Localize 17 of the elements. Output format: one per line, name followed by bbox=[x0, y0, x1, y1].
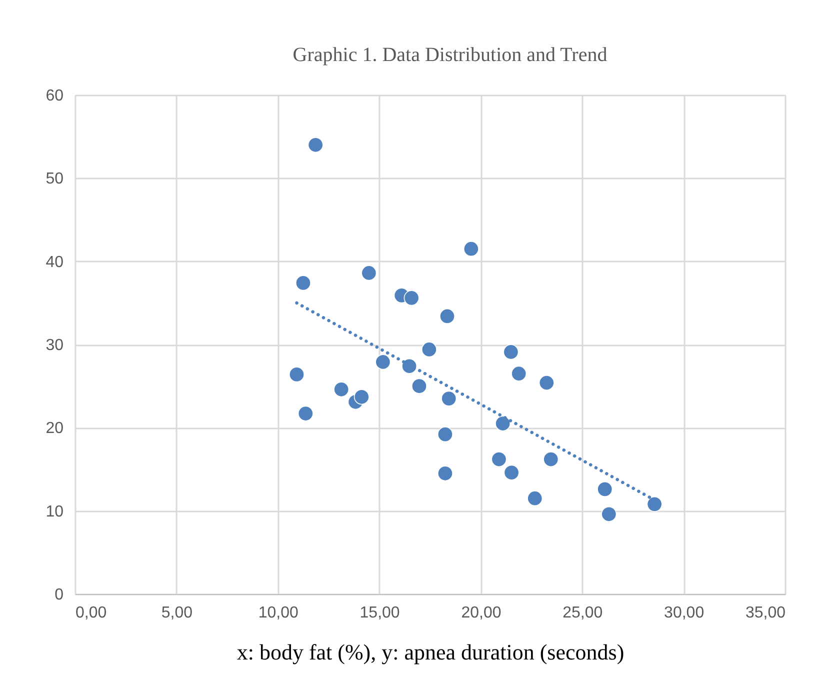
x-tick-label: 35,00 bbox=[745, 604, 786, 622]
y-tick-label: 20 bbox=[46, 420, 64, 438]
y-tick-label: 50 bbox=[46, 170, 64, 188]
y-tick-label: 10 bbox=[46, 503, 64, 520]
y-tick-label: 0 bbox=[54, 586, 64, 604]
x-axis-title: x: body fat (%), y: apnea duration (seconds) bbox=[236, 640, 624, 664]
x-tick-label: 30,00 bbox=[664, 604, 704, 622]
y-tick-label: 30 bbox=[46, 337, 64, 354]
y-tick-label: 40 bbox=[46, 254, 64, 271]
x-tick-label: 20,00 bbox=[461, 604, 502, 622]
chart-title: Graphic 1. Data Distribution and Trend bbox=[292, 44, 608, 66]
x-tick-label: 15,00 bbox=[360, 604, 400, 622]
x-tick-label: 5,00 bbox=[161, 604, 193, 622]
x-tick-label: 10,00 bbox=[258, 604, 298, 622]
x-tick-label: 0,00 bbox=[76, 604, 107, 622]
y-tick-label: 60 bbox=[46, 88, 64, 104]
x-tick-label: 25,00 bbox=[562, 604, 603, 622]
